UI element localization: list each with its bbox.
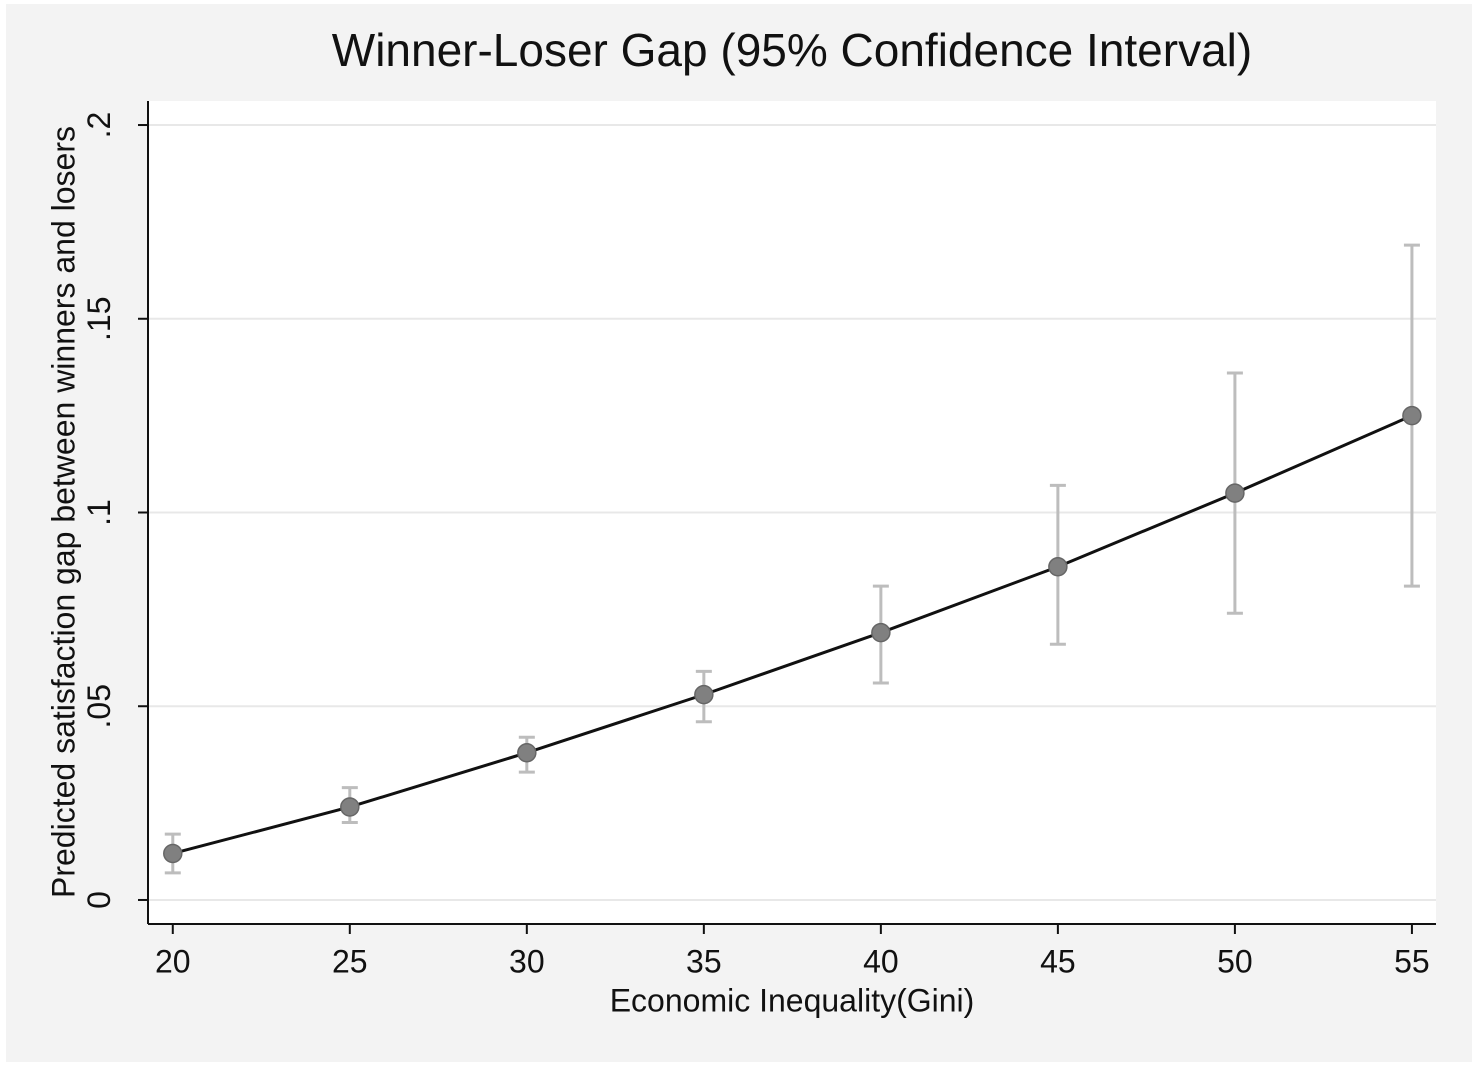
y-tick-label: .1 <box>81 499 117 526</box>
x-tick-label: 35 <box>686 943 722 979</box>
y-tick-label: .05 <box>81 684 117 728</box>
marker <box>340 797 360 817</box>
marker <box>871 622 891 643</box>
chart-title: Winner-Loser Gap (95% Confidence Interva… <box>332 24 1252 76</box>
x-tick-label: 40 <box>863 943 899 979</box>
marker <box>1402 405 1422 426</box>
y-tick-label: 0 <box>81 891 117 909</box>
line <box>172 414 1413 855</box>
x-tick-label: 55 <box>1394 943 1430 979</box>
marker <box>163 843 183 864</box>
y-tick-label: .2 <box>81 112 117 139</box>
marker <box>694 684 714 705</box>
x-tick-label: 20 <box>155 943 191 979</box>
marker <box>1225 483 1245 503</box>
x-tick-label: 25 <box>332 943 368 979</box>
marker <box>1048 556 1068 577</box>
y-axis-title: Predicted satisfaction gap between winne… <box>45 126 81 898</box>
marker <box>517 742 537 763</box>
y-tick-label: .15 <box>81 297 117 341</box>
x-axis-title: Economic Inequality(Gini) <box>610 982 975 1018</box>
x-tick-label: 45 <box>1040 943 1076 979</box>
x-tick-label: 30 <box>509 943 545 979</box>
x-tick-label: 50 <box>1217 943 1253 979</box>
